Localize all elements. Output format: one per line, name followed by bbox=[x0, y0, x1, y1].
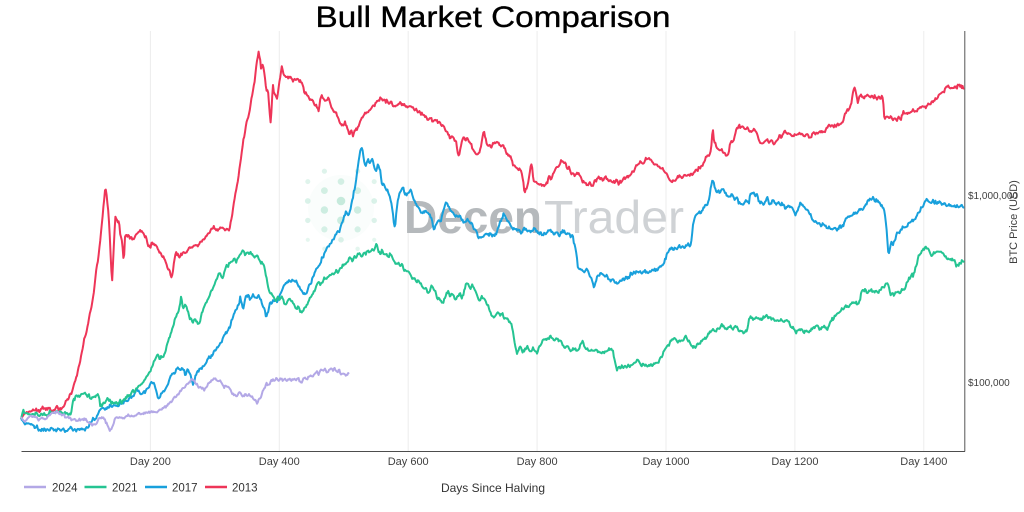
svg-text:$100,000: $100,000 bbox=[968, 378, 1010, 389]
svg-text:BTC Price (USD): BTC Price (USD) bbox=[1008, 180, 1020, 264]
svg-text:Day 600: Day 600 bbox=[388, 456, 429, 468]
svg-text:Day 1200: Day 1200 bbox=[771, 456, 818, 468]
svg-text:2021: 2021 bbox=[112, 483, 138, 495]
svg-text:2024: 2024 bbox=[52, 483, 78, 495]
svg-text:$1,000,000: $1,000,000 bbox=[968, 191, 1018, 202]
svg-text:Day 400: Day 400 bbox=[259, 456, 300, 468]
svg-text:Day 1400: Day 1400 bbox=[900, 456, 947, 468]
svg-text:2013: 2013 bbox=[232, 483, 258, 495]
svg-text:Decen: Decen bbox=[404, 191, 542, 243]
svg-text:Day 1000: Day 1000 bbox=[642, 456, 689, 468]
svg-text:Bull Market Comparison: Bull Market Comparison bbox=[316, 1, 671, 34]
svg-text:Days Since Halving: Days Since Halving bbox=[441, 481, 545, 495]
svg-text:Trader: Trader bbox=[544, 191, 684, 243]
svg-text:2017: 2017 bbox=[172, 483, 198, 495]
svg-text:Day 800: Day 800 bbox=[517, 456, 558, 468]
svg-text:Day 200: Day 200 bbox=[130, 456, 171, 468]
